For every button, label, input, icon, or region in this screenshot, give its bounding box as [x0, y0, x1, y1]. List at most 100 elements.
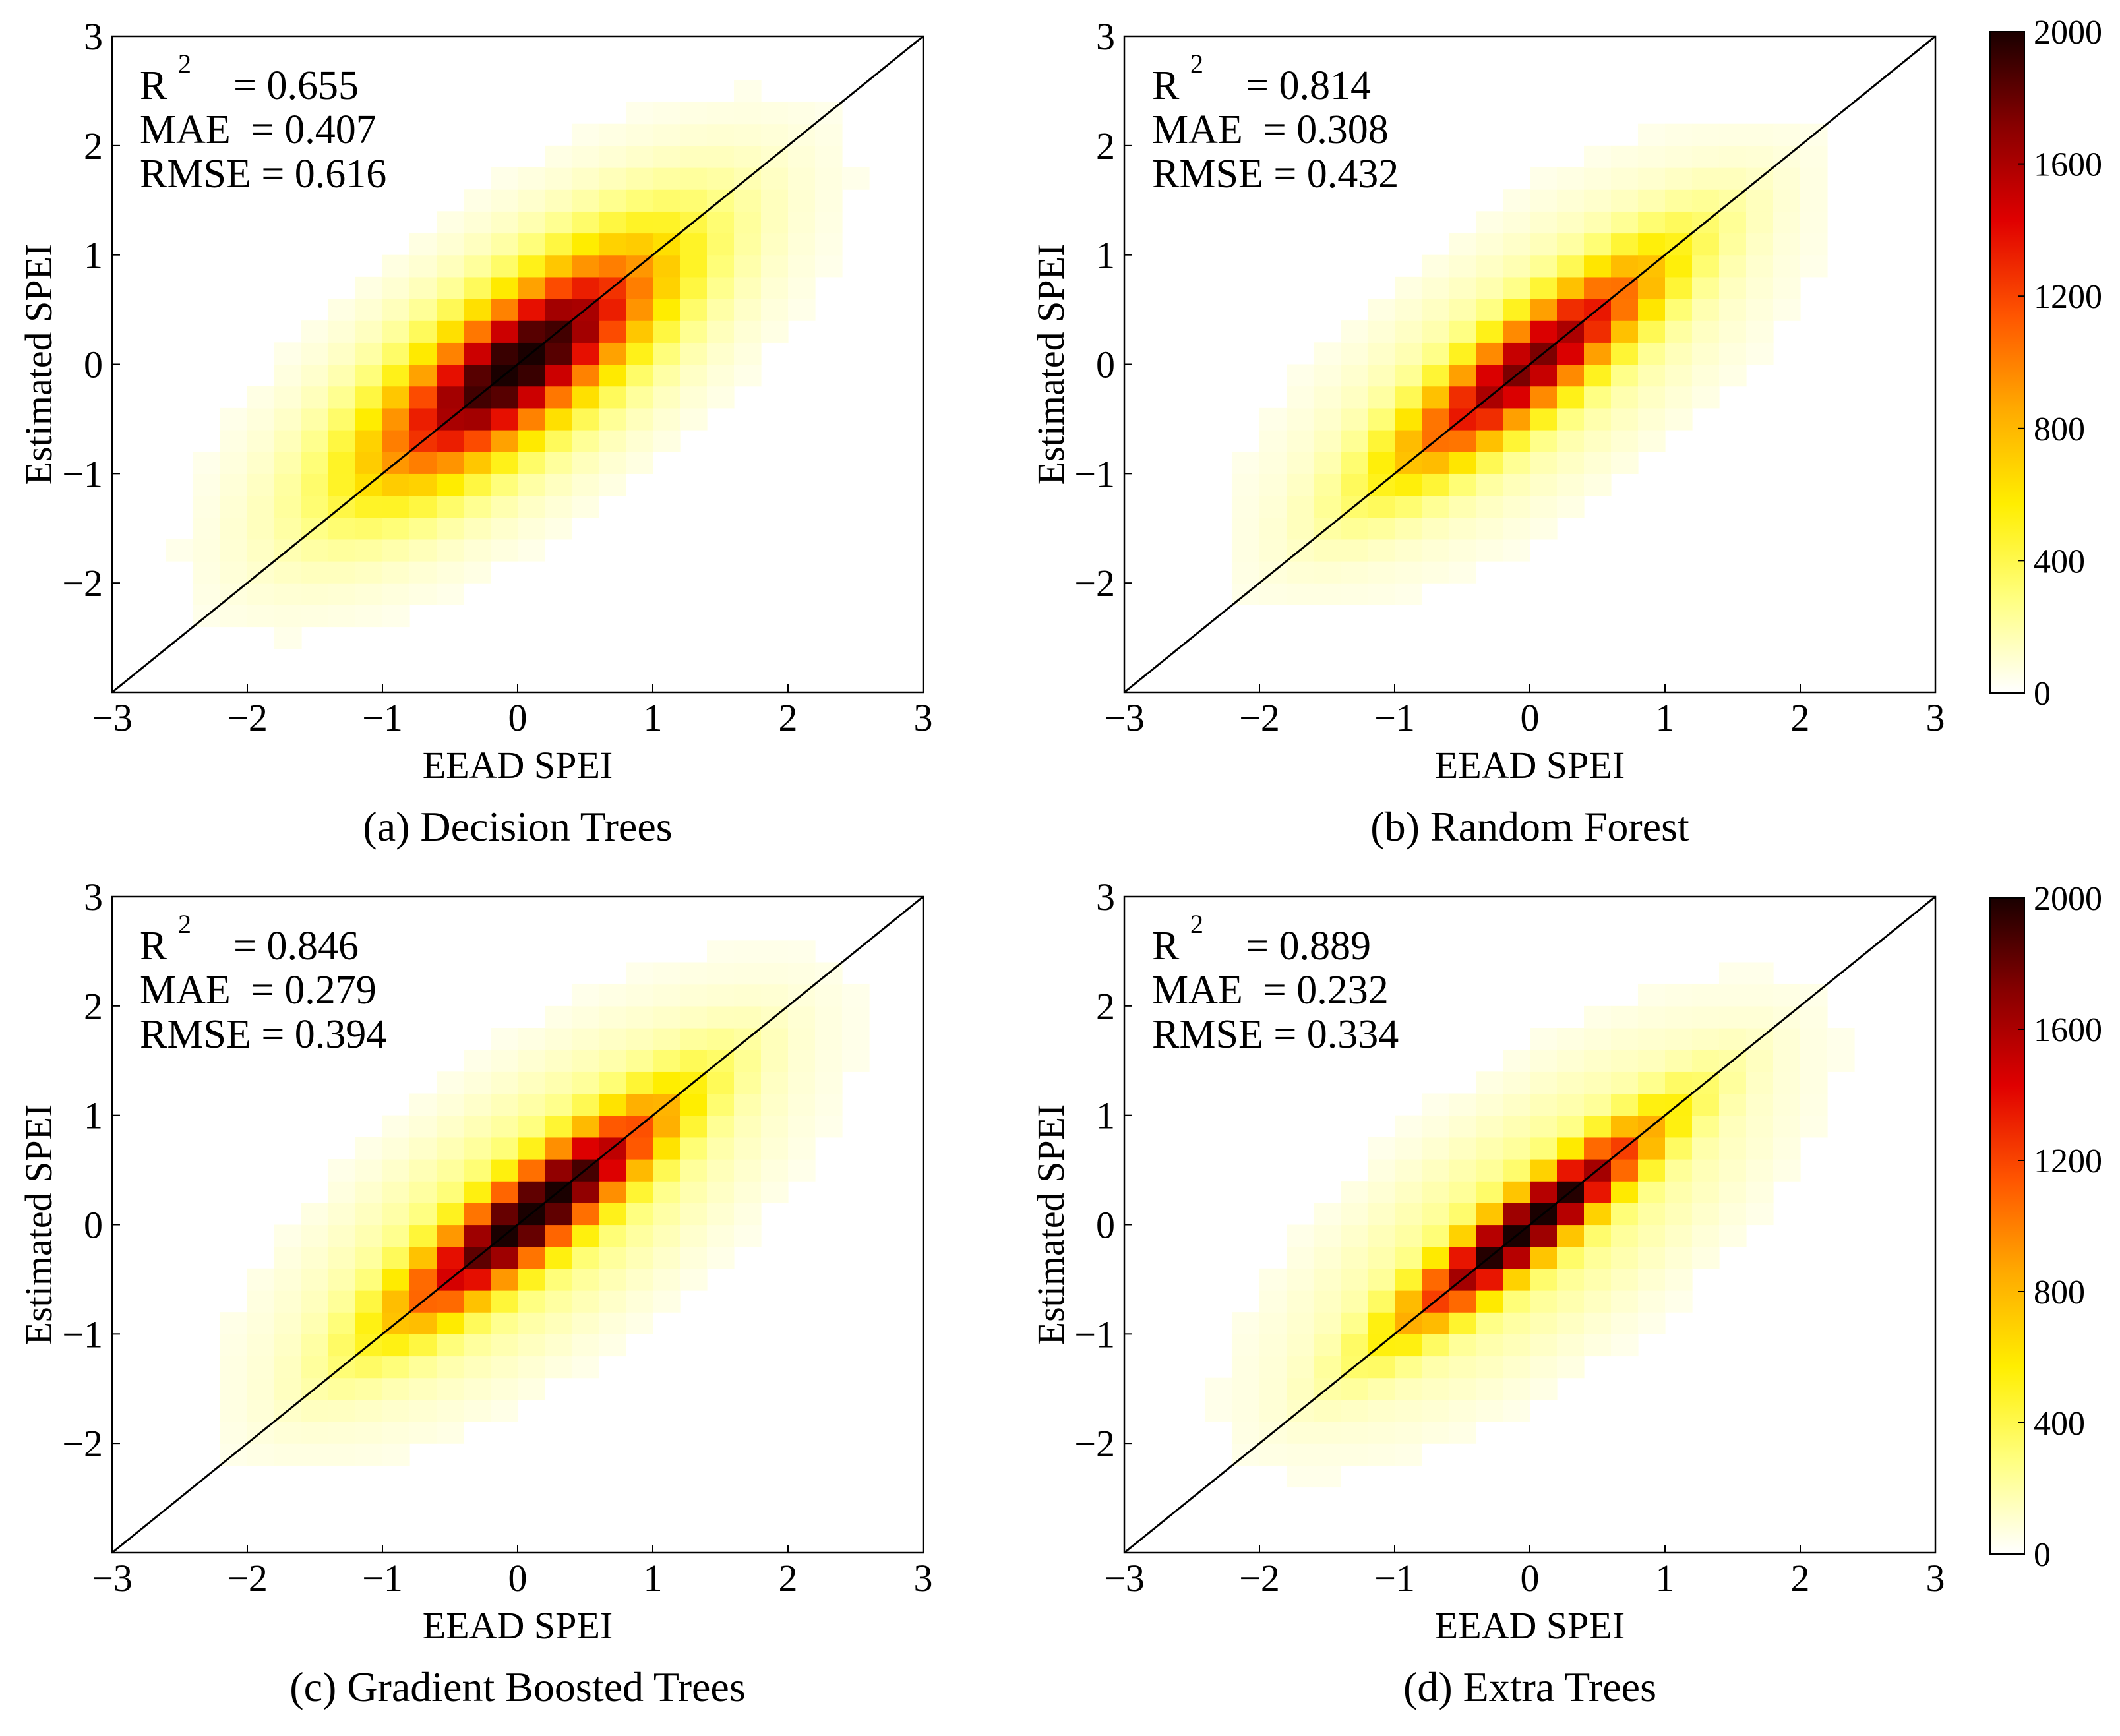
heatmap-cell — [1449, 386, 1476, 409]
heatmap-cell — [1638, 1137, 1666, 1160]
heatmap-cell — [491, 452, 518, 474]
heatmap-cell — [1611, 1246, 1639, 1269]
heatmap-cell — [1341, 320, 1368, 343]
heatmap-cell — [572, 1334, 599, 1357]
heatmap-cell — [247, 1268, 275, 1291]
heatmap-cell — [680, 123, 708, 146]
heatmap-cell — [707, 1005, 735, 1029]
heatmap-cell — [1503, 1377, 1530, 1400]
heatmap-cell — [1773, 167, 1801, 190]
heatmap-cell — [274, 561, 302, 584]
x-tick-label: 1 — [644, 1557, 663, 1600]
heatmap-cell — [1422, 1224, 1449, 1247]
heatmap-cell — [1287, 1268, 1314, 1291]
heatmap-cell — [734, 102, 762, 125]
heatmap-cell — [761, 1159, 789, 1182]
heatmap-cell — [734, 1159, 762, 1182]
heatmap-cell — [545, 299, 572, 321]
heatmap-cell — [1395, 386, 1422, 409]
heatmap-cell — [545, 1071, 572, 1094]
heatmap-cell — [1422, 342, 1449, 365]
heatmap-cell — [409, 583, 437, 605]
heatmap-cell — [328, 473, 356, 496]
heatmap-cell — [653, 1071, 681, 1094]
heatmap-cell — [355, 430, 383, 452]
heatmap-cell — [1719, 1159, 1747, 1182]
heatmap-cell — [1800, 145, 1828, 168]
heatmap-cell — [1395, 430, 1422, 452]
heatmap-cell — [1503, 495, 1530, 518]
heatmap-cell — [1665, 984, 1693, 1007]
heatmap-cell — [761, 1137, 789, 1160]
heatmap-cell — [680, 1224, 708, 1247]
heatmap-cell — [382, 430, 410, 452]
heatmap-cell — [1530, 1377, 1558, 1400]
heatmap-cell — [1530, 1093, 1558, 1116]
heatmap-cell — [491, 1377, 518, 1400]
heatmap-cell — [1773, 123, 1801, 146]
heatmap-cell — [355, 1246, 383, 1269]
heatmap-cell — [1638, 1181, 1666, 1203]
heatmap-cell — [1665, 1028, 1693, 1050]
heatmap-cells — [1205, 962, 1855, 1488]
heatmap-cell — [301, 342, 329, 365]
heatmap-cell — [274, 342, 302, 365]
heatmap-cell — [599, 430, 626, 452]
heatmap-cell — [545, 1137, 572, 1160]
heatmap-cell — [1476, 1290, 1503, 1313]
heatmap-cell — [437, 386, 464, 409]
heatmap-cell — [1422, 1422, 1449, 1444]
heatmap-cell — [1557, 189, 1585, 212]
heatmap-cell — [1395, 583, 1422, 605]
r2-superscript: 2 — [1190, 909, 1203, 939]
heatmap-cell — [1232, 561, 1260, 584]
heatmap-cell — [1422, 320, 1449, 343]
heatmap-cell — [382, 1181, 410, 1203]
heatmap-cell — [1773, 276, 1801, 299]
heatmap-cell — [1476, 430, 1503, 452]
heatmap-cell — [707, 1028, 735, 1050]
heatmap-cell — [491, 1334, 518, 1357]
heatmap-cell — [1665, 211, 1693, 234]
heatmap-cell — [193, 495, 221, 518]
heatmap-cell — [680, 1115, 708, 1138]
y-tick-label: −1 — [1074, 1313, 1115, 1356]
heatmap-cell — [1557, 1137, 1585, 1160]
heatmap-cell — [1422, 539, 1449, 562]
heatmap-cell — [247, 407, 275, 431]
heatmap-cell — [626, 189, 653, 212]
colorbar-tick-label: 0 — [2034, 1536, 2051, 1574]
identity-line — [112, 36, 923, 692]
heatmap-cell — [707, 254, 735, 278]
heatmap-cell — [545, 145, 572, 168]
colorbar-top: 2000 1600 1200 800 400 0 — [1989, 14, 2102, 713]
heatmap-cell — [491, 1268, 518, 1291]
heatmap-cell — [1665, 1224, 1693, 1247]
heatmap-cell — [1638, 320, 1666, 343]
heatmap-cell — [1719, 123, 1747, 146]
rmse-value: RMSE = 0.334 — [1152, 1012, 1399, 1057]
y-tick-label: 2 — [1096, 985, 1115, 1028]
heatmap-cell — [734, 1115, 762, 1138]
heatmap-cell — [1746, 1115, 1774, 1138]
x-tick-label: −3 — [92, 696, 133, 739]
heatmap-cell — [1530, 1071, 1558, 1094]
heatmap-cell — [1665, 407, 1693, 431]
y-tick-label: 2 — [84, 985, 103, 1028]
heatmap-cell — [1638, 1005, 1666, 1029]
heatmap-cell — [437, 1137, 464, 1160]
heatmap-cell — [491, 1071, 518, 1094]
heatmap-cell — [1530, 452, 1558, 474]
heatmap-cell — [355, 1159, 383, 1182]
heatmap-cell — [1287, 1334, 1314, 1357]
heatmap-cell — [545, 407, 572, 431]
heatmap-cell — [707, 1224, 735, 1247]
heatmap-cell — [1205, 1399, 1233, 1422]
heatmap-cell — [274, 1356, 302, 1379]
heatmap-cell — [1395, 539, 1422, 562]
heatmap-cell — [1584, 1137, 1612, 1160]
mae-value: MAE = 0.232 — [1152, 968, 1389, 1013]
heatmap-cell — [1719, 1137, 1747, 1160]
heatmap-cell — [1368, 1312, 1395, 1334]
heatmap-cell — [247, 452, 275, 474]
